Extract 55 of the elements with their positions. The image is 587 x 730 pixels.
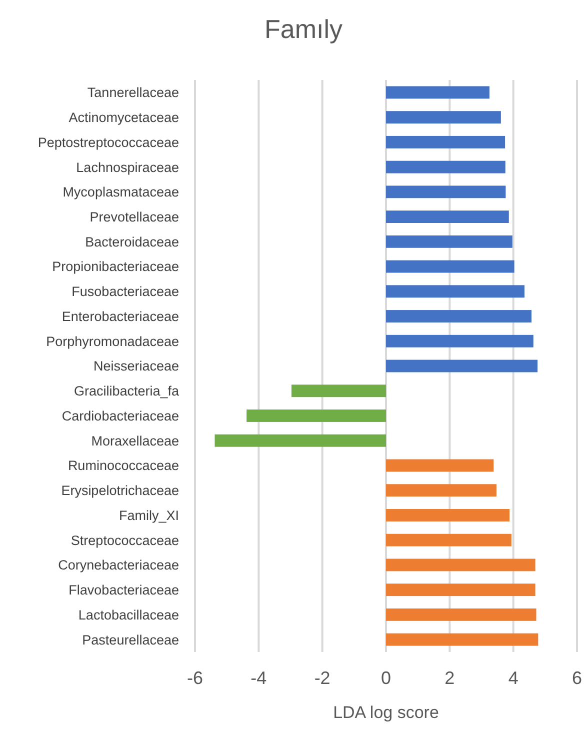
bar: [386, 360, 538, 372]
y-tick-label: Erysipelotrichaceae: [61, 483, 179, 498]
bar: [386, 310, 532, 322]
bar: [214, 434, 386, 447]
bar: [386, 86, 490, 99]
x-tick-label: -6: [186, 668, 204, 688]
bar: [386, 334, 534, 348]
bar: [386, 136, 506, 148]
x-tick-label: -4: [250, 668, 267, 688]
y-tick-label: Cardiobacteriaceae: [62, 408, 179, 424]
y-tick-label: Enterobacteriaceae: [62, 308, 179, 324]
y-tick-label: Flavobacteriaceae: [68, 582, 179, 598]
y-tick-label: Peptostreptococcaceae: [38, 134, 179, 150]
y-tick-label: Prevotellaceae: [90, 210, 179, 225]
x-axis-title: LDA log score: [333, 703, 439, 722]
y-tick-label: Pasteurellaceae: [82, 632, 179, 648]
y-tick-label: Actinomycetaceae: [68, 110, 179, 126]
y-tick-label: Lactobacillaceae: [78, 607, 179, 622]
chart-title: Famıly: [264, 14, 342, 44]
y-tick-label: Moraxellaceae: [91, 433, 179, 448]
bar: [386, 509, 510, 522]
bar: [386, 210, 509, 223]
bar: [386, 285, 524, 298]
bar: [246, 410, 386, 422]
x-tick-label: 4: [508, 668, 518, 688]
bar: [386, 260, 514, 273]
y-tick-label: Streptococcaceae: [70, 532, 179, 548]
y-tick-label: Ruminococcaceae: [68, 458, 179, 474]
x-tick-label: 2: [444, 668, 455, 688]
bar: [386, 160, 506, 174]
bar: [386, 484, 496, 497]
bar: [386, 633, 538, 646]
bar: [386, 584, 536, 596]
x-tick-label: 0: [380, 668, 392, 688]
y-tick-label: Fusobacteriaceae: [72, 284, 179, 300]
bar: [291, 384, 386, 398]
y-tick-label: Propionibacteriaceae: [52, 259, 179, 274]
bar: [386, 186, 506, 198]
y-tick-label: Family_XI: [118, 508, 179, 523]
y-tick-label: Lachnospiraceae: [76, 160, 179, 175]
bar: [386, 534, 512, 546]
y-tick-label: Gracilibacteria_fa: [74, 384, 180, 399]
y-tick-label: Neisseriaceae: [93, 358, 179, 374]
y-tick-label: Bacteroidaceae: [85, 234, 179, 250]
x-tick-label: -2: [314, 668, 330, 688]
bar: [386, 608, 536, 621]
y-tick-label: Tannerellaceae: [87, 85, 179, 100]
bar: [386, 111, 501, 124]
y-tick-label: Porphyromonadaceae: [46, 334, 179, 349]
bar: [386, 459, 494, 472]
y-tick-label: Mycoplasmataceae: [62, 184, 179, 200]
y-tick-label: Corynebacteriaceae: [58, 558, 179, 573]
bar: [386, 235, 512, 248]
x-tick-label: 6: [572, 668, 582, 688]
bar: [386, 558, 536, 572]
